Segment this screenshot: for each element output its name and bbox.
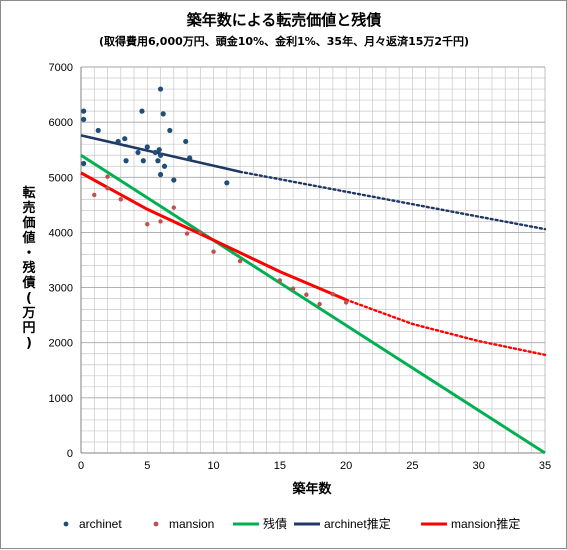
data-point xyxy=(157,152,164,158)
data-point xyxy=(135,149,141,156)
x-tick-label: 30 xyxy=(473,460,485,472)
y-axis-label-char: 債 xyxy=(21,275,35,291)
data-point xyxy=(115,138,121,145)
data-point xyxy=(157,86,164,92)
data-point xyxy=(330,291,336,297)
y-tick-label: 5000 xyxy=(49,172,73,184)
y-axis-label-char: ・ xyxy=(22,246,35,261)
legend-label: archinet推定 xyxy=(324,516,391,531)
x-axis-label: 築年数 xyxy=(291,481,332,497)
y-axis-label-char: ) xyxy=(26,336,32,351)
series-line xyxy=(80,171,347,302)
plot-area xyxy=(81,67,545,453)
data-point xyxy=(304,292,309,297)
data-point xyxy=(290,286,296,291)
y-tick-label: 6000 xyxy=(49,117,73,129)
data-point xyxy=(160,111,166,117)
data-point xyxy=(140,158,146,164)
y-tick-label: 0 xyxy=(67,448,73,460)
series-points xyxy=(81,86,349,307)
data-point xyxy=(158,219,163,224)
y-tick-label: 7000 xyxy=(49,62,73,74)
data-point xyxy=(187,155,193,161)
legend-label: 残債 xyxy=(263,516,287,531)
data-point xyxy=(105,186,110,191)
x-tick-label: 0 xyxy=(78,460,84,472)
extrapolation-line xyxy=(238,170,547,231)
data-point xyxy=(95,127,101,134)
y-axis-label-char: 売 xyxy=(22,200,35,216)
y-axis-label-char: 残 xyxy=(22,260,35,276)
data-point xyxy=(118,197,123,202)
data-point xyxy=(155,158,161,164)
legend-marker xyxy=(153,521,159,527)
y-tick-label: 3000 xyxy=(49,283,73,295)
data-point xyxy=(81,108,87,114)
data-point xyxy=(343,300,349,305)
data-point xyxy=(139,108,145,114)
data-point xyxy=(184,231,190,236)
legend-label: mansion推定 xyxy=(451,516,520,531)
y-axis-label-char: 価 xyxy=(21,215,35,231)
data-point xyxy=(161,163,168,169)
x-tick-label: 10 xyxy=(207,460,219,472)
data-point xyxy=(92,192,97,198)
legend-marker xyxy=(63,521,69,527)
data-point xyxy=(157,171,164,178)
data-point xyxy=(152,149,158,156)
data-point xyxy=(156,147,162,153)
data-point xyxy=(167,127,173,134)
x-tick-label: 35 xyxy=(539,460,551,472)
y-axis-label-char: 転 xyxy=(22,185,35,201)
y-axis-label-char: 値 xyxy=(21,230,35,246)
x-tick-label: 5 xyxy=(144,460,150,472)
y-tick-label: 2000 xyxy=(49,338,73,350)
series-line xyxy=(80,153,546,455)
data-point xyxy=(211,249,216,254)
legend: archinet mansion 残債 archinet推定 mansion推定 xyxy=(63,516,520,531)
data-point xyxy=(145,221,150,227)
chart-title: 築年数による転売価値と残債 xyxy=(186,11,382,29)
data-point xyxy=(317,301,322,307)
data-point xyxy=(237,258,243,264)
data-point xyxy=(277,278,283,283)
data-point xyxy=(81,116,87,122)
y-axis-label-char: 万 xyxy=(21,306,35,321)
y-axis-label-char: ( xyxy=(26,291,32,306)
data-point xyxy=(105,174,110,179)
data-point xyxy=(81,160,87,167)
extrapolation-line xyxy=(344,298,547,357)
data-point xyxy=(171,205,176,210)
x-tick-label: 20 xyxy=(340,460,352,472)
x-tick-label: 25 xyxy=(406,460,418,472)
data-point xyxy=(198,230,203,235)
data-point xyxy=(144,144,150,150)
data-point xyxy=(122,136,128,142)
data-point xyxy=(123,158,129,164)
series-lines xyxy=(80,134,547,455)
y-axis-label: 転売価値・残債(万円) xyxy=(21,185,35,351)
data-point xyxy=(224,180,230,186)
chart-subtitle: (取得費用6,000万円、頭金10%、金利1%、35年、月々返済15万2千円) xyxy=(99,34,469,48)
legend-label: mansion xyxy=(169,517,214,531)
data-point xyxy=(171,177,177,183)
legend-label: archinet xyxy=(79,517,122,531)
y-axis-label-char: 円 xyxy=(22,321,35,336)
y-tick-label: 1000 xyxy=(49,393,73,405)
data-point xyxy=(183,138,189,145)
x-tick-label: 15 xyxy=(274,460,286,472)
tick-labels: 0 5 10 15 20 25 30 35 0 1000 2000 3000 4000 5000 6000 7… xyxy=(49,62,552,472)
axes xyxy=(80,67,546,454)
y-tick-label: 4000 xyxy=(49,227,73,239)
